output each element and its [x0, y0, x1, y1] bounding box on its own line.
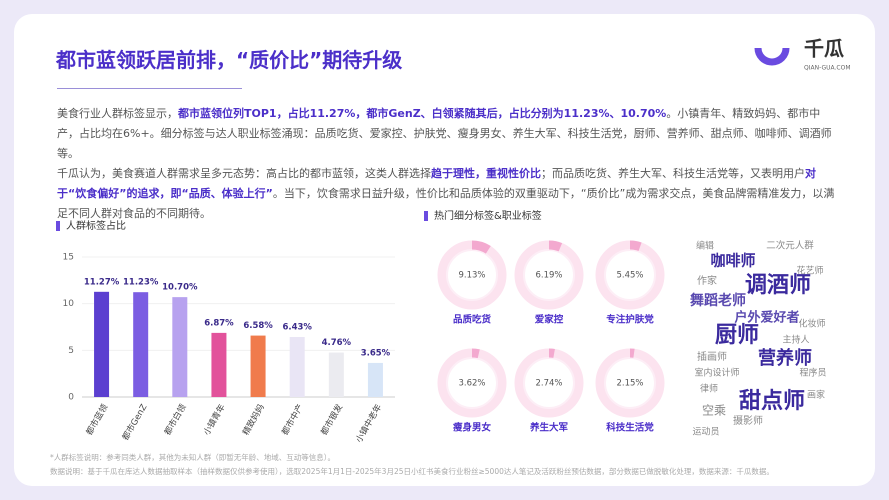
y-tick-label: 15 — [63, 253, 74, 263]
x-tick-label: 小镇中老年 — [353, 402, 384, 445]
y-tick-label: 10 — [63, 299, 75, 309]
value-label: 11.27% — [84, 277, 120, 287]
x-tick-label: 都市白领 — [162, 402, 189, 437]
value-label: 4.76% — [322, 338, 352, 348]
cloud-word: 花艺师 — [796, 265, 823, 277]
section-marker — [56, 221, 60, 231]
logo: 千瓜 — [804, 37, 844, 61]
cloud-word: 主持人 — [782, 334, 809, 346]
cloud-word: 营养师 — [758, 347, 812, 369]
ring-inner — [446, 249, 498, 301]
value-label: 6.43% — [282, 322, 312, 332]
category-label: 科技生活党 — [606, 422, 654, 434]
bar — [211, 332, 227, 397]
category-label: 专注护肤党 — [606, 314, 654, 326]
cloud-word: 室内设计师 — [694, 367, 739, 379]
ring-arc — [514, 240, 584, 310]
title: 都市蓝领跃居前排，“质价比”期待升级 — [56, 48, 403, 72]
ring-inner — [523, 357, 575, 409]
bar — [367, 362, 383, 397]
bar — [133, 292, 149, 397]
cloud-word: 二次元人群 — [766, 240, 814, 252]
x-tick-label: 小镇青年 — [201, 402, 228, 437]
logo-sub: QIAN-GUA.COM — [804, 65, 851, 72]
cloud-word: 舞蹈老师 — [690, 292, 746, 309]
footnote: 数据说明：基于千瓜在库达人数据抽取样本（抽样数据仅供参考使用），选取2025年1… — [50, 467, 774, 476]
cloud-word: 咖啡师 — [710, 252, 755, 270]
ring-arc — [437, 348, 507, 418]
bar — [289, 336, 305, 397]
x-tick-label: 精致妈妈 — [240, 402, 267, 437]
bar — [250, 335, 266, 397]
value-label: 6.19% — [535, 271, 562, 281]
cloud-word: 律师 — [700, 383, 718, 395]
cloud-word: 作家 — [697, 274, 717, 287]
bar — [328, 352, 344, 397]
paragraph: 千瓜认为，美食赛道人群需求呈多元态势：高占比的都市蓝领，这类人群选择趋于理性，重… — [57, 164, 841, 224]
value-label: 3.62% — [458, 379, 485, 389]
card — [14, 14, 875, 486]
text-run: 美食行业人群标签显示， — [57, 107, 178, 120]
cloud-word: 摄影师 — [733, 414, 763, 427]
value-label: 6.87% — [204, 318, 234, 328]
bar — [94, 291, 110, 397]
ring-inner — [523, 249, 575, 301]
ring-arc — [595, 348, 665, 418]
category-label: 爱家控 — [535, 314, 564, 326]
value-label: 6.58% — [243, 321, 273, 331]
section-marker — [424, 211, 428, 221]
title-rule — [57, 88, 242, 89]
text-run: 都市蓝领位列TOP1，占比11.27%，都市GenZ、白领紧随其后，占比分别为1… — [178, 107, 667, 120]
cloud-word: 化妆师 — [798, 318, 825, 330]
value-label: 11.23% — [123, 278, 159, 288]
cloud-word: 插画师 — [697, 350, 727, 363]
text-run: 。小镇青年、精致妈妈、都市中产，占比均在6%+。细分标签与达人职业标签涌现：品质… — [57, 107, 832, 160]
text-run: ；而品质吃货、养生大军、科技生活党等，又表明用户 — [541, 167, 805, 180]
body-text: 美食行业人群标签显示，都市蓝领位列TOP1，占比11.27%，都市GenZ、白领… — [57, 104, 841, 224]
value-label: 2.74% — [535, 379, 562, 389]
cloud-word: 运动员 — [692, 427, 719, 438]
category-label: 品质吃货 — [453, 314, 492, 326]
y-tick-label: 0 — [68, 393, 74, 403]
text-run: 趋于理性，重视性价比 — [431, 167, 541, 180]
footnote: *人群标签说明：参考同类人群，其他为未知人群（即暂无年龄、地域、互动等信息）。 — [50, 453, 335, 462]
ring-inner — [446, 357, 498, 409]
cloud-word: 厨师 — [715, 322, 759, 348]
ring-inner — [604, 249, 656, 301]
y-tick-label: 5 — [68, 346, 74, 356]
value-label: 5.45% — [616, 271, 643, 281]
cloud-word: 画家 — [807, 389, 825, 401]
ring-arc — [437, 240, 507, 310]
ring-arc — [514, 348, 584, 418]
cloud-word: 户外爱好者 — [734, 310, 799, 326]
text-run: 。当下，饮食需求日益升级，性价比和品质体验的双重驱动下，“质价比”成为需求交点，… — [57, 187, 835, 220]
value-label: 9.13% — [458, 271, 485, 281]
text-run: 对于“饮食偏好”的追求，即“品质、体验上行” — [57, 167, 816, 200]
cloud-word: 调酒师 — [745, 272, 811, 298]
cloud-word: 编辑 — [696, 240, 714, 252]
category-label: 瘦身男女 — [453, 422, 492, 434]
logo-icon — [754, 47, 790, 66]
ring-inner — [604, 357, 656, 409]
x-tick-label: 都市蓝领 — [84, 402, 111, 437]
bar — [172, 297, 188, 397]
x-tick-label: 都市银发 — [319, 402, 346, 437]
chart-title: 人群标签占比 — [66, 219, 126, 232]
cloud-word: 空乘 — [702, 404, 726, 418]
chart-title: 热门细分标签&职业标签 — [434, 209, 542, 222]
cloud-word: 甜点师 — [739, 388, 805, 414]
value-label: 2.15% — [616, 379, 643, 389]
paragraph: 美食行业人群标签显示，都市蓝领位列TOP1，占比11.27%，都市GenZ、白领… — [57, 104, 841, 164]
category-label: 养生大军 — [529, 422, 569, 434]
ring-arc — [595, 240, 665, 310]
x-tick-label: 都市GenZ — [120, 402, 150, 442]
x-tick-label: 都市中产 — [279, 402, 306, 437]
value-label: 3.65% — [361, 348, 391, 358]
value-label: 10.70% — [162, 283, 198, 293]
text-run: 千瓜认为，美食赛道人群需求呈多元态势：高占比的都市蓝领，这类人群选择 — [57, 167, 431, 180]
cloud-word: 程序员 — [799, 367, 826, 379]
